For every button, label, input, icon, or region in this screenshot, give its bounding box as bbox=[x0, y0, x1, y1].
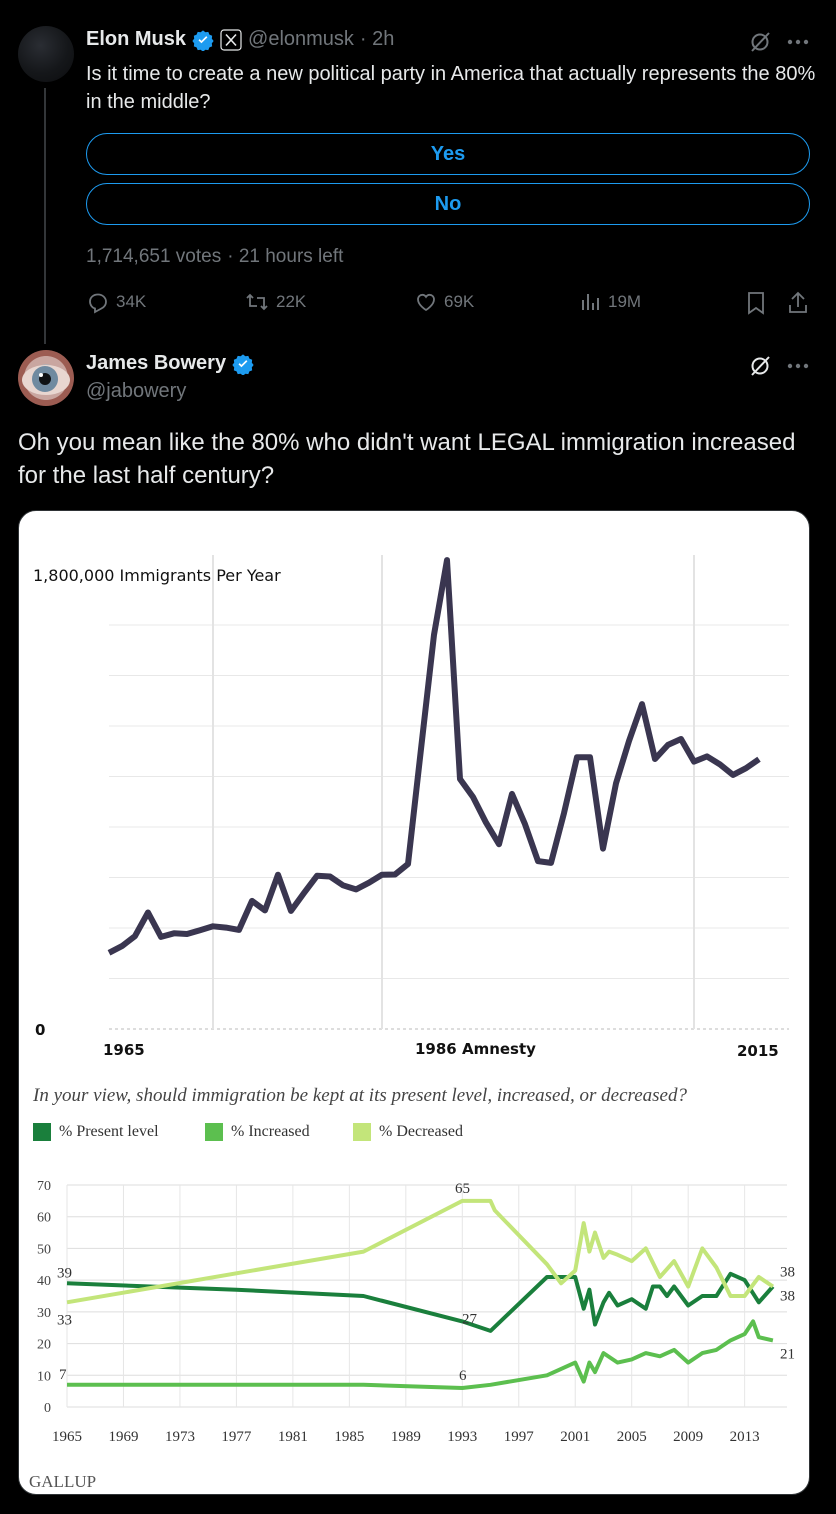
tweet-text: Is it time to create a new political par… bbox=[86, 63, 816, 113]
grok-icon[interactable] bbox=[748, 354, 772, 378]
views-icon bbox=[582, 294, 599, 310]
reply-button[interactable]: 34K bbox=[86, 290, 146, 314]
immigrants-series-line bbox=[107, 557, 761, 956]
data-label-present-start: 39 bbox=[57, 1265, 72, 1281]
x-tick-label: 1973 bbox=[165, 1429, 195, 1445]
repost-icon bbox=[246, 293, 268, 311]
tweet-header: Elon Musk @elonmusk · 2h bbox=[86, 28, 394, 51]
data-label-increased-mid: 6 bbox=[459, 1368, 467, 1384]
views-count: 19M bbox=[608, 292, 642, 311]
more-options-icon[interactable] bbox=[786, 362, 810, 370]
reply-count: 34K bbox=[116, 292, 147, 311]
share-icon[interactable] bbox=[786, 290, 810, 316]
thread-connector-line bbox=[44, 88, 46, 344]
x-tick-label: 1977 bbox=[221, 1429, 252, 1445]
views-button[interactable]: 19M bbox=[580, 290, 641, 314]
data-label-present-end: 38 bbox=[780, 1264, 795, 1280]
y-tick-label: 30 bbox=[37, 1306, 51, 1321]
data-label-increased-start: 7 bbox=[59, 1367, 67, 1383]
author-handle[interactable]: @elonmusk bbox=[248, 28, 354, 50]
author-handle[interactable]: @jabowery bbox=[86, 380, 187, 402]
x-tick-label: 1981 bbox=[278, 1429, 308, 1445]
increased-series-line bbox=[67, 1319, 774, 1390]
y-tick-label: 40 bbox=[37, 1274, 51, 1289]
x-tick-label: 1985 bbox=[334, 1429, 364, 1445]
more-options-icon[interactable] bbox=[786, 38, 810, 46]
present-level-series-line bbox=[66, 1271, 775, 1333]
x-tick-label: 1997 bbox=[504, 1429, 535, 1445]
poll-meta: 1,714,651 votes · 21 hours left bbox=[86, 246, 343, 268]
legend-increased: % Increased bbox=[205, 1123, 310, 1141]
attached-image[interactable]: 1,800,000 Immigrants Per Year 0 1965 198… bbox=[18, 510, 810, 1495]
legend-swatch bbox=[205, 1123, 223, 1141]
survey-question: In your view, should immigration be kept… bbox=[33, 1085, 687, 1106]
data-label-increased-end: 21 bbox=[780, 1346, 795, 1362]
repost-count: 22K bbox=[276, 292, 307, 311]
tweet-text: Oh you mean like the 80% who didn't want… bbox=[18, 429, 796, 489]
decreased-series-line bbox=[66, 1198, 775, 1305]
x-tick-label: 2001 bbox=[560, 1429, 590, 1445]
like-button[interactable]: 69K bbox=[414, 290, 474, 314]
avatar[interactable] bbox=[18, 26, 74, 82]
eye-avatar-icon bbox=[22, 365, 70, 395]
y-tick-label: 60 bbox=[37, 1211, 51, 1226]
bookmark-icon[interactable] bbox=[744, 290, 768, 316]
legend-present-level: % Present level bbox=[33, 1123, 159, 1141]
data-label-decreased-start: 33 bbox=[57, 1312, 72, 1328]
avatar[interactable] bbox=[18, 350, 74, 406]
legend-label: % Present level bbox=[59, 1123, 159, 1140]
reply-icon bbox=[89, 293, 107, 314]
verified-badge-icon bbox=[192, 29, 214, 51]
gallup-source-logo: GALLUP bbox=[29, 1472, 96, 1491]
like-count: 69K bbox=[444, 292, 475, 311]
poll-option-yes[interactable]: Yes bbox=[86, 133, 810, 175]
post-time[interactable]: · 2h bbox=[359, 28, 395, 50]
legend-decreased: % Decreased bbox=[353, 1123, 463, 1141]
y-tick-label: 20 bbox=[37, 1338, 51, 1353]
y-tick-label: 0 bbox=[44, 1401, 51, 1416]
grok-icon[interactable] bbox=[748, 30, 772, 54]
legend-swatch bbox=[353, 1123, 371, 1141]
y-zero-label: 0 bbox=[35, 1021, 45, 1039]
x-affiliate-icon bbox=[220, 28, 242, 51]
poll-time-left: · 21 hours left bbox=[227, 246, 344, 267]
x-tick-label: 1965 bbox=[52, 1429, 82, 1445]
tick-label-2015: 2015 bbox=[737, 1042, 779, 1060]
x-tick-label: 2013 bbox=[730, 1429, 760, 1445]
poll-option-no[interactable]: No bbox=[86, 183, 810, 225]
data-label-present-mid: 27 bbox=[462, 1311, 478, 1327]
chart-title: 1,800,000 Immigrants Per Year bbox=[33, 566, 281, 585]
y-tick-label: 50 bbox=[37, 1242, 51, 1257]
poll-votes: 1,714,651 votes bbox=[86, 246, 222, 267]
gallup-line-chart: 0 10 20 30 40 50 60 70 1965 1969 1973 1977 1981 1985… bbox=[29, 1179, 795, 1491]
x-tick-label: 2009 bbox=[673, 1429, 703, 1445]
author-name[interactable]: James Bowery bbox=[86, 352, 227, 374]
immigration-line-chart: 1,800,000 Immigrants Per Year 0 1965 198… bbox=[33, 555, 789, 1060]
legend-label: % Decreased bbox=[379, 1123, 463, 1140]
y-tick-label: 70 bbox=[37, 1179, 51, 1194]
x-tick-label: 1993 bbox=[447, 1429, 477, 1445]
x-tick-label: 2005 bbox=[617, 1429, 647, 1445]
x-tick-label: 1969 bbox=[108, 1429, 138, 1445]
data-label-decreased-mid: 65 bbox=[455, 1181, 470, 1197]
heart-icon bbox=[417, 293, 435, 312]
tweet-header: James Bowery bbox=[86, 352, 254, 375]
legend-swatch bbox=[33, 1123, 51, 1141]
y-tick-label: 10 bbox=[37, 1369, 51, 1384]
author-name[interactable]: Elon Musk bbox=[86, 28, 187, 50]
tick-label-1965: 1965 bbox=[103, 1041, 145, 1059]
x-tick-label: 1989 bbox=[391, 1429, 421, 1445]
data-label-decreased-end: 38 bbox=[780, 1288, 795, 1304]
repost-button[interactable]: 22K bbox=[244, 290, 306, 314]
verified-badge-icon bbox=[232, 353, 254, 375]
legend-label: % Increased bbox=[231, 1123, 310, 1140]
tick-label-1986-amnesty: 1986 Amnesty bbox=[415, 1040, 536, 1058]
